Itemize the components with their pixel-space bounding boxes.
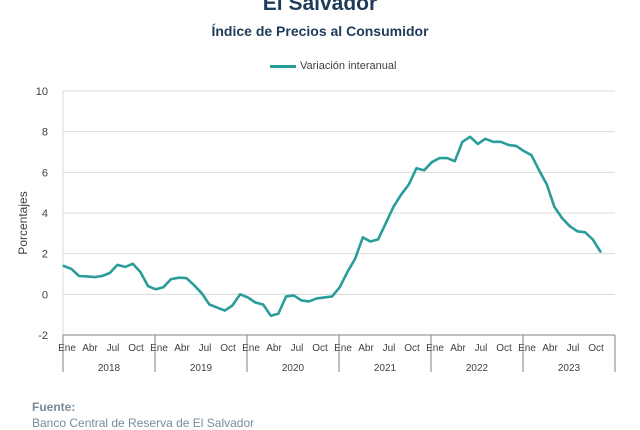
x-tick-label: Ene — [58, 343, 76, 354]
chart-title: El Salvador — [262, 0, 378, 15]
year-label: 2023 — [558, 363, 581, 374]
x-tick-label: Abr — [82, 343, 98, 354]
x-tick-label: Abr — [266, 343, 282, 354]
x-tick-label: Ene — [150, 343, 168, 354]
y-tick-label: 10 — [36, 86, 48, 98]
year-label: 2019 — [190, 363, 213, 374]
x-tick-label: Ene — [334, 343, 352, 354]
x-tick-label: Jul — [383, 343, 396, 354]
x-tick-label: Abr — [450, 343, 466, 354]
year-label: 2022 — [466, 363, 489, 374]
x-tick-label: Jul — [475, 343, 488, 354]
series-line — [62, 135, 602, 318]
year-label: 2018 — [98, 363, 121, 374]
x-tick-label: Jul — [199, 343, 212, 354]
legend-label: Variación interanual — [300, 60, 397, 72]
chart-subtitle: Índice de Precios al Consumidor — [211, 23, 429, 39]
x-tick-label: Oct — [128, 343, 144, 354]
y-tick-label: 0 — [42, 289, 48, 301]
source-text: Banco Central de Reserva de El Salvador — [32, 416, 255, 430]
x-tick-label: Jul — [291, 343, 304, 354]
legend: Variación interanual — [270, 60, 396, 72]
year-label: 2021 — [374, 363, 397, 374]
x-tick-label: Ene — [518, 343, 536, 354]
x-tick-label: Jul — [107, 343, 120, 354]
y-tick-label: 8 — [42, 127, 48, 139]
x-tick-label: Oct — [404, 343, 420, 354]
y-axis-label: Porcentajes — [16, 191, 30, 254]
x-tick-label: Oct — [312, 343, 328, 354]
x-tick-label: Abr — [174, 343, 190, 354]
x-tick-label: Jul — [567, 343, 580, 354]
y-tick-label: -2 — [38, 330, 48, 342]
y-tick-label: 2 — [42, 249, 48, 261]
x-tick-label: Ene — [242, 343, 260, 354]
source-label: Fuente: — [32, 400, 76, 414]
x-tick-label: Abr — [542, 343, 558, 354]
x-tick-label: Ene — [426, 343, 444, 354]
x-tick-label: Oct — [588, 343, 604, 354]
y-tick-label: 6 — [42, 167, 48, 179]
year-label: 2020 — [282, 363, 305, 374]
x-tick-label: Abr — [358, 343, 374, 354]
legend-swatch — [270, 64, 296, 68]
x-tick-label: Oct — [496, 343, 512, 354]
line-chart: -2 0 2 4 6 8 10 Porcentajes Ene Abr Jul Oct Ene Abr Ju… — [16, 86, 616, 374]
x-tick-label: Oct — [220, 343, 236, 354]
y-tick-label: 4 — [42, 208, 48, 220]
